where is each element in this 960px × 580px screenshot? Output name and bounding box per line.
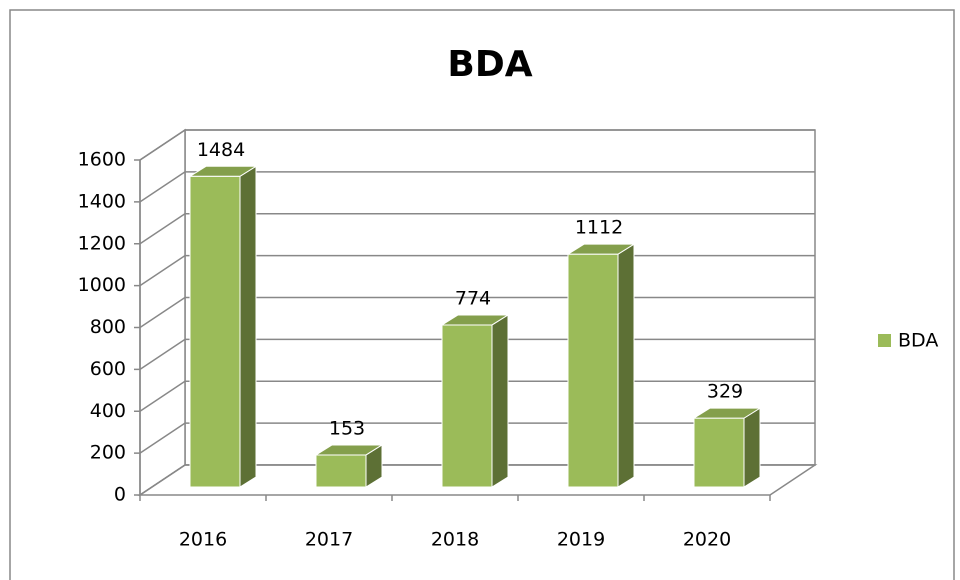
grid-line	[139, 213, 186, 245]
bar-side	[239, 165, 257, 488]
bar	[189, 175, 241, 488]
y-tick-label: 600	[90, 358, 126, 380]
grid-line	[139, 171, 186, 203]
bar	[693, 417, 745, 488]
bar	[315, 454, 367, 488]
grid-line	[139, 255, 186, 287]
bar-top	[188, 165, 258, 177]
bar-top	[692, 407, 762, 419]
legend-label: BDA	[898, 330, 938, 352]
bar-top	[440, 314, 510, 326]
bar-top	[314, 444, 384, 456]
bar-side	[491, 314, 509, 488]
data-label: 1484	[197, 139, 245, 161]
bar	[441, 324, 493, 488]
grid-line	[139, 380, 186, 412]
y-tick-label: 1000	[78, 274, 126, 296]
x-tick-label: 2018	[431, 529, 479, 551]
bar-top	[566, 243, 636, 255]
bar-side	[743, 407, 761, 488]
data-label: 329	[707, 381, 743, 403]
data-label: 153	[329, 417, 365, 439]
y-tick-label: 1200	[78, 232, 126, 254]
x-tick-label: 2019	[557, 529, 605, 551]
y-tick-label: 800	[90, 316, 126, 338]
y-tick-label: 1600	[78, 149, 126, 171]
grid-line	[139, 464, 186, 496]
x-tick-label: 2017	[305, 529, 353, 551]
y-tick-label: 0	[114, 484, 126, 506]
bar	[567, 253, 619, 488]
grid-line	[139, 129, 186, 161]
y-tick-label: 1400	[78, 190, 126, 212]
grid-line	[139, 338, 186, 370]
x-tick-label: 2020	[683, 529, 731, 551]
chart-title: BDA	[447, 44, 532, 85]
legend-swatch	[878, 334, 891, 347]
bar-side	[617, 243, 635, 488]
grid-line	[139, 296, 186, 329]
y-tick-label: 200	[90, 442, 126, 464]
data-label: 774	[455, 287, 491, 309]
grid-line	[139, 422, 186, 454]
data-label: 1112	[575, 217, 623, 239]
x-tick-label: 2016	[179, 529, 227, 551]
y-tick-label: 400	[90, 400, 126, 422]
